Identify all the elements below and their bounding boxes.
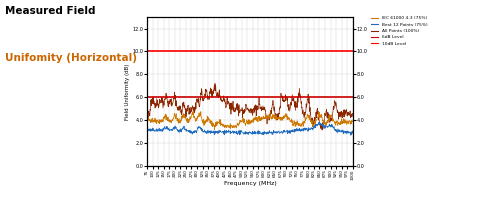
X-axis label: Frequency (MHz): Frequency (MHz) — [223, 181, 276, 186]
All Points (100%) — [300, 112, 306, 114]
IEC 61000 4-3 (75%) — [264, 115, 270, 117]
Best 12 Points (75%) — [275, 131, 281, 133]
All Points (100%) — [144, 114, 150, 117]
Best 12 Points (75%) — [157, 130, 163, 132]
IEC 61000 4-3 (75%) — [322, 123, 328, 125]
Line: Best 12 Points (75%): Best 12 Points (75%) — [147, 122, 353, 135]
Legend: IEC 61000 4-3 (75%), Best 12 Points (75%), All Points (100%), 6dB Level, 10dB Le: IEC 61000 4-3 (75%), Best 12 Points (75%… — [371, 16, 427, 46]
Line: All Points (100%): All Points (100%) — [147, 83, 353, 130]
All Points (100%) — [264, 118, 270, 120]
All Points (100%) — [275, 115, 281, 118]
IEC 61000 4-3 (75%) — [157, 122, 163, 125]
Best 12 Points (75%) — [269, 133, 275, 135]
Best 12 Points (75%) — [264, 131, 270, 134]
Best 12 Points (75%) — [316, 121, 321, 124]
IEC 61000 4-3 (75%) — [276, 117, 282, 119]
All Points (100%) — [212, 82, 218, 85]
Line: IEC 61000 4-3 (75%): IEC 61000 4-3 (75%) — [147, 111, 353, 130]
Best 12 Points (75%) — [348, 134, 354, 137]
IEC 61000 4-3 (75%) — [212, 128, 218, 131]
All Points (100%) — [322, 112, 328, 115]
IEC 61000 4-3 (75%) — [301, 125, 307, 128]
Best 12 Points (75%) — [321, 125, 327, 127]
Text: Measured Field: Measured Field — [5, 6, 96, 16]
Y-axis label: Field Uniformity (dB): Field Uniformity (dB) — [125, 63, 130, 120]
IEC 61000 4-3 (75%) — [270, 117, 275, 120]
IEC 61000 4-3 (75%) — [350, 121, 356, 123]
All Points (100%) — [157, 98, 163, 101]
Best 12 Points (75%) — [144, 128, 150, 130]
Text: Unifomity (Horizontal): Unifomity (Horizontal) — [5, 53, 137, 63]
IEC 61000 4-3 (75%) — [190, 109, 196, 112]
Best 12 Points (75%) — [300, 130, 306, 132]
Best 12 Points (75%) — [350, 132, 356, 135]
All Points (100%) — [269, 104, 275, 107]
All Points (100%) — [350, 112, 356, 115]
IEC 61000 4-3 (75%) — [144, 118, 150, 120]
All Points (100%) — [319, 129, 325, 131]
